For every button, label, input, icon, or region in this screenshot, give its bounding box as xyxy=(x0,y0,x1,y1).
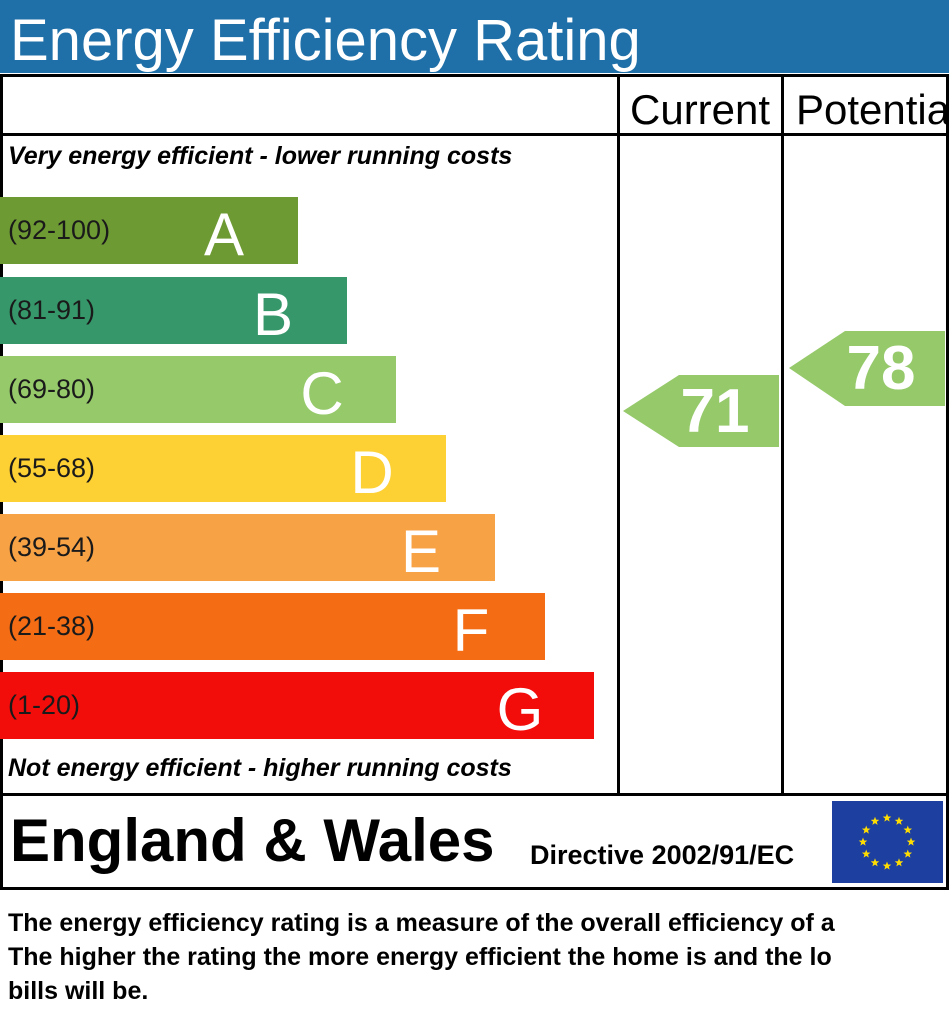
description-line-2: The higher the rating the more energy ef… xyxy=(8,943,832,971)
eu-star-icon xyxy=(894,816,904,825)
band-letter: E xyxy=(400,518,442,585)
potential-rating-value: 78 xyxy=(846,334,916,403)
footer-directive: Directive 2002/91/EC xyxy=(530,840,795,870)
band-d: (55-68) D xyxy=(0,435,446,506)
eu-star-icon xyxy=(903,825,913,834)
band-range: (1-20) xyxy=(8,690,81,720)
band-range: (81-91) xyxy=(8,295,96,325)
band-range: (21-38) xyxy=(8,611,96,641)
potential-column-header: Potential xyxy=(796,86,946,133)
band-letter: B xyxy=(252,281,294,348)
description-line-3: bills will be. xyxy=(8,977,149,1005)
frame-top xyxy=(0,74,949,77)
top-note: Very energy efficient - lower running co… xyxy=(8,142,513,170)
band-range: (55-68) xyxy=(8,453,96,483)
band-a: (92-100) A xyxy=(0,197,298,268)
band-f: (21-38) F xyxy=(0,593,545,664)
band-letter: A xyxy=(203,201,245,268)
current-column-header: Current xyxy=(630,86,771,133)
frame-right xyxy=(946,74,949,890)
potential-rating-arrow: 78 xyxy=(789,331,945,406)
eu-flag-icon xyxy=(832,801,943,883)
band-letter: C xyxy=(300,360,344,427)
band-range: (39-54) xyxy=(8,532,96,562)
potential-arrow-shape xyxy=(789,331,945,406)
eu-star-icon xyxy=(906,837,916,846)
bottom-note: Not energy efficient - higher running co… xyxy=(8,754,512,782)
description: The energy efficiency rating is a measur… xyxy=(8,906,949,1008)
chart-title: Energy Efficiency Rating xyxy=(10,8,641,73)
current-rating-value: 71 xyxy=(680,376,750,446)
current-rating-arrow: 71 xyxy=(623,375,779,447)
footer-region: England & Wales xyxy=(10,807,495,874)
frame-header-divider xyxy=(0,133,949,136)
eu-star-icon xyxy=(894,858,904,867)
frame-bottom xyxy=(0,793,949,796)
band-e: (39-54) E xyxy=(0,514,495,585)
eu-star-icon xyxy=(858,837,868,846)
band-letter: G xyxy=(496,676,544,743)
band-c: (69-80) C xyxy=(0,356,396,427)
column-divider-1 xyxy=(617,74,620,796)
eu-star-icon xyxy=(903,849,913,858)
eu-star-icon xyxy=(882,861,892,870)
eu-star-icon xyxy=(882,813,892,822)
column-divider-2 xyxy=(781,74,784,796)
band-b: (81-91) B xyxy=(0,277,347,348)
eu-star-icon xyxy=(861,849,871,858)
current-arrow-shape xyxy=(623,375,779,447)
band-g: (1-20) G xyxy=(0,672,594,743)
description-line-1: The energy efficiency rating is a measur… xyxy=(8,909,835,937)
band-range: (92-100) xyxy=(8,215,111,245)
band-letter: F xyxy=(452,597,490,664)
band-range: (69-80) xyxy=(8,374,96,404)
eu-star-icon xyxy=(870,858,880,867)
eu-star-icon xyxy=(861,825,871,834)
footer-bottom xyxy=(0,887,949,890)
title-bar: Energy Efficiency Rating xyxy=(0,0,949,73)
band-letter: D xyxy=(350,439,394,506)
eu-star-icon xyxy=(870,816,880,825)
